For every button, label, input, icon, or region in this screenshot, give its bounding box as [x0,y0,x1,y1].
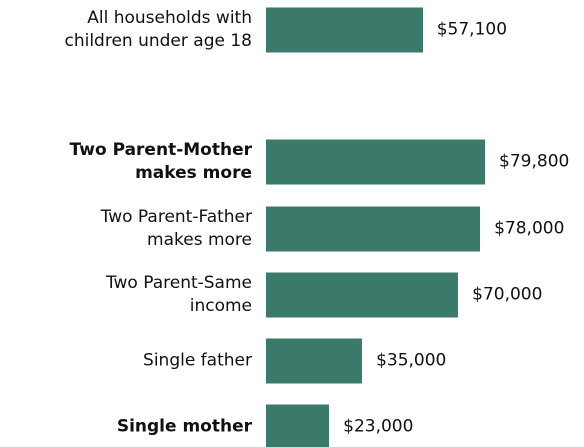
category-label: Two Parent-Same income [105,273,252,316]
bar [266,7,423,53]
value-label: $78,000 [494,218,565,239]
value-label: $79,800 [499,151,570,172]
category-label: Two Parent-Father makes more [100,207,252,250]
bar [266,272,459,318]
category-label: Single father [143,350,252,371]
bar [266,338,363,384]
bar [266,404,330,447]
category-label: Single mother [116,416,252,437]
category-label: All households with children under age 1… [64,8,252,51]
value-label: $35,000 [376,350,447,371]
value-label: $23,000 [343,416,414,437]
bar [266,206,481,252]
category-label: Two Parent-Mother makes more [69,140,252,183]
bar [266,139,486,185]
value-label: $57,100 [436,19,508,40]
value-label: $70,000 [472,284,543,305]
